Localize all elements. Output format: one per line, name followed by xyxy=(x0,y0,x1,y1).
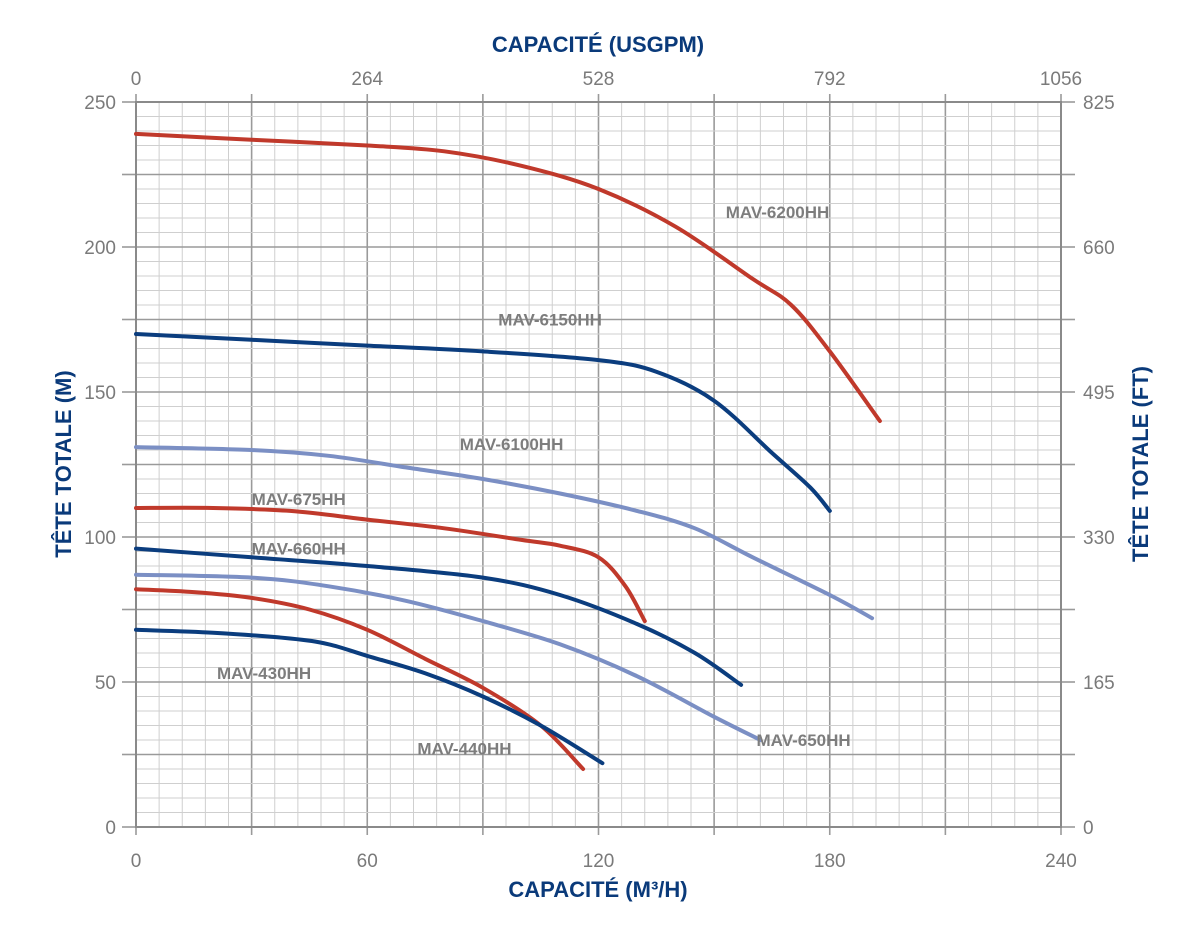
label-mav-440hh: MAV-440HH xyxy=(417,740,511,759)
x-tick-label-top: 1056 xyxy=(1040,69,1082,90)
x-tick-label-bottom: 120 xyxy=(583,851,615,872)
label-mav-660hh: MAV-660HH xyxy=(252,539,346,558)
x-tick-label-bottom: 60 xyxy=(357,851,378,872)
y-tick-label-right: 660 xyxy=(1083,238,1115,259)
y-tick-label-right: 825 xyxy=(1083,93,1115,114)
label-mav-430hh: MAV-430HH xyxy=(217,664,311,683)
y-tick-label-left: 50 xyxy=(95,673,116,694)
y-tick-label-left: 0 xyxy=(105,818,116,839)
left-axis-title: TÊTE TOTALE (M) xyxy=(51,370,76,557)
series-labels: MAV-6200HH MAV-6150HH MAV-6100HH MAV-675HH M… xyxy=(217,203,851,759)
curve-mav-440hh xyxy=(134,587,586,771)
curve-mav-6100hh xyxy=(134,445,875,621)
label-mav-6150hh: MAV-6150HH xyxy=(498,310,602,329)
x-tick-label-top: 0 xyxy=(131,69,142,90)
x-tick-label-top: 528 xyxy=(583,69,615,90)
x-tick-label-bottom: 180 xyxy=(814,851,846,872)
label-mav-6100hh: MAV-6100HH xyxy=(460,435,564,454)
y-tick-label-right: 165 xyxy=(1083,673,1115,694)
top-axis-title: CAPACITÉ (USGPM) xyxy=(492,32,704,57)
y-tick-label-left: 100 xyxy=(84,528,116,549)
y-tick-label-left: 200 xyxy=(84,238,116,259)
y-tick-label-right: 495 xyxy=(1083,383,1115,404)
y-tick-label-left: 250 xyxy=(84,93,116,114)
grid xyxy=(122,94,1075,835)
curve-mav-6150hh xyxy=(134,332,832,513)
x-tick-label-bottom: 240 xyxy=(1045,851,1077,872)
plot-frame xyxy=(135,101,1062,828)
curve-mav-675hh xyxy=(134,505,647,624)
bottom-axis-title: CAPACITÉ (M³/H) xyxy=(508,877,687,902)
y-tick-label-left: 150 xyxy=(84,383,116,404)
label-mav-650hh: MAV-650HH xyxy=(757,731,851,750)
series-curves xyxy=(134,131,882,771)
x-tick-label-top: 792 xyxy=(814,69,846,90)
curve-mav-430hh xyxy=(134,627,605,766)
x-tick-label-bottom: 0 xyxy=(131,851,142,872)
label-mav-675hh: MAV-675HH xyxy=(252,490,346,509)
y-tick-label-right: 0 xyxy=(1083,818,1094,839)
curve-mav-6200hh xyxy=(134,131,882,423)
label-mav-6200hh: MAV-6200HH xyxy=(726,203,830,222)
curve-mav-650hh xyxy=(134,572,763,742)
y-tick-label-right: 330 xyxy=(1083,528,1115,549)
x-tick-label-top: 264 xyxy=(351,69,383,90)
curve-mav-660hh xyxy=(134,546,744,687)
tick-labels: 0 60 120 180 240 0 264 528 792 1056 0 50 100 150 200 25… xyxy=(84,69,1114,872)
right-axis-title: TÊTE TOTALE (FT) xyxy=(1128,366,1153,562)
